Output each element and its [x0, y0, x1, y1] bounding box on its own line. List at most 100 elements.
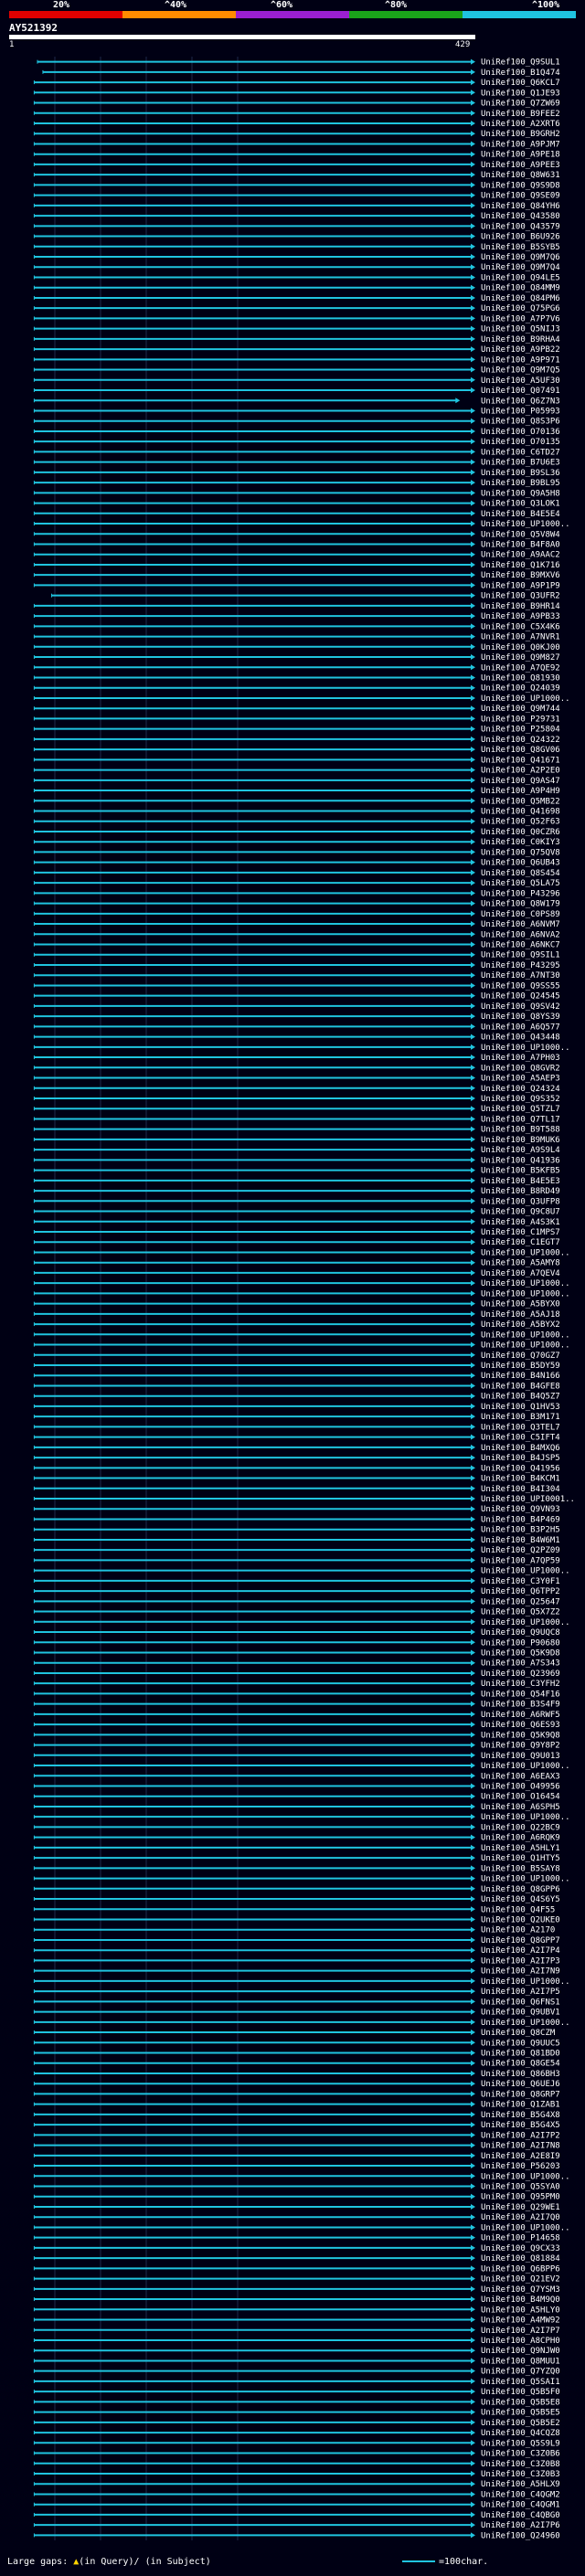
hit-label[interactable]: UniRef100_Q7YZQ0 — [481, 2368, 560, 2377]
hit-row-222[interactable]: UniRef100_A8CPH0 — [33, 2337, 560, 2346]
hit-row-106[interactable]: UniRef100_A9S9L4 — [33, 1146, 560, 1155]
hit-label[interactable]: UniRef100_Q43448 — [481, 1034, 560, 1043]
hit-label[interactable]: UniRef100_C3YFH2 — [481, 1680, 560, 1689]
hit-row-68[interactable]: UniRef100_Q41671 — [33, 756, 560, 765]
hit-label[interactable]: UniRef100_A9PJM7 — [481, 140, 560, 149]
hit-row-127[interactable]: UniRef100_B5DY59 — [33, 1362, 560, 1371]
hit-row-189[interactable]: UniRef100_Q6FNS1 — [33, 1998, 560, 2007]
hit-label[interactable]: UniRef100_Q9CX33 — [481, 2244, 560, 2253]
hit-row-22[interactable]: UniRef100_Q84MM9 — [33, 284, 560, 293]
hit-row-78[interactable]: UniRef100_Q6UB43 — [33, 859, 560, 868]
hit-label[interactable]: UniRef100_Q2PZ09 — [481, 1546, 560, 1555]
hit-label[interactable]: UniRef100_A7QEV4 — [481, 1269, 560, 1278]
hit-row-159[interactable]: UniRef100_Q54F16 — [33, 1690, 560, 1699]
hit-label[interactable]: UniRef100_A9P4H9 — [481, 787, 560, 796]
hit-label[interactable]: UniRef100_Q8W179 — [481, 900, 560, 909]
hit-row-109[interactable]: UniRef100_B4E5E3 — [33, 1177, 560, 1186]
hit-label[interactable]: UniRef100_Q5K9D8 — [481, 1648, 560, 1658]
hit-row-197[interactable]: UniRef100_Q6UEJ6 — [33, 2080, 560, 2089]
hit-label[interactable]: UniRef100_Q95PM0 — [481, 2193, 560, 2202]
hit-label[interactable]: UniRef100_Q41698 — [481, 808, 560, 817]
hit-row-111[interactable]: UniRef100_Q3UFP8 — [33, 1197, 560, 1206]
hit-row-235[interactable]: UniRef100_C3Z0B3 — [33, 2470, 560, 2479]
hit-label[interactable]: UniRef100_A9P1P9 — [481, 581, 560, 590]
hit-row-149[interactable]: UniRef100_Q6TPP2 — [33, 1587, 560, 1596]
hit-row-240[interactable]: UniRef100_A2I7P6 — [33, 2521, 560, 2530]
hit-row-125[interactable]: UniRef100_UP1000.. — [33, 1341, 570, 1351]
hit-row-201[interactable]: UniRef100_B5G4X5 — [33, 2121, 560, 2130]
hit-row-114[interactable]: UniRef100_C1MPS7 — [33, 1228, 560, 1237]
hit-row-120[interactable]: UniRef100_UP1000.. — [33, 1289, 570, 1299]
hit-label[interactable]: UniRef100_A7PH03 — [481, 1054, 560, 1063]
hit-label[interactable]: UniRef100_Q41936 — [481, 1156, 560, 1165]
hit-label[interactable]: UniRef100_Q9M7Q6 — [481, 253, 560, 262]
hit-row-195[interactable]: UniRef100_Q8GE54 — [33, 2060, 560, 2069]
hit-row-116[interactable]: UniRef100_UP1000.. — [33, 1248, 570, 1257]
hit-row-108[interactable]: UniRef100_B5KFB5 — [33, 1167, 560, 1176]
hit-label[interactable]: UniRef100_A9S9L4 — [481, 1146, 560, 1155]
hit-row-219[interactable]: UniRef100_A5HLY0 — [33, 2306, 560, 2315]
hit-label[interactable]: UniRef100_A6NVM7 — [481, 920, 560, 929]
hit-row-188[interactable]: UniRef100_A2I7P5 — [33, 1988, 560, 1997]
hit-row-209[interactable]: UniRef100_Q29WE1 — [33, 2203, 560, 2212]
hit-label[interactable]: UniRef100_Q0CZR6 — [481, 828, 560, 837]
hit-label[interactable]: UniRef100_Q9M7Q5 — [481, 366, 560, 376]
hit-row-172[interactable]: UniRef100_Q22BC9 — [33, 1823, 560, 1832]
hit-row-41[interactable]: UniRef100_B9BL95 — [33, 479, 560, 488]
hit-row-157[interactable]: UniRef100_Q23969 — [33, 1670, 560, 1679]
hit-label[interactable]: UniRef100_A7QP59 — [481, 1556, 560, 1565]
hit-label[interactable]: UniRef100_C3Z0B3 — [481, 2470, 560, 2479]
hit-row-84[interactable]: UniRef100_A6NVM7 — [33, 920, 560, 929]
hit-row-179[interactable]: UniRef100_Q4S6Y5 — [33, 1895, 560, 1904]
hit-row-229[interactable]: UniRef100_Q5B5E5 — [33, 2409, 560, 2418]
hit-row-96[interactable]: UniRef100_UP1000.. — [33, 1044, 570, 1053]
hit-label[interactable]: UniRef100_A9PB22 — [481, 345, 560, 355]
hit-row-180[interactable]: UniRef100_Q4F55 — [33, 1905, 555, 1914]
hit-label[interactable]: UniRef100_A5AMY8 — [481, 1259, 560, 1268]
hit-row-177[interactable]: UniRef100_UP1000.. — [33, 1875, 570, 1884]
hit-label[interactable]: UniRef100_UP1000.. — [481, 1567, 570, 1576]
hit-label[interactable]: UniRef100_Q41956 — [481, 1464, 560, 1473]
hit-label[interactable]: UniRef100_B9T588 — [481, 1126, 560, 1135]
hit-label[interactable]: UniRef100_Q6TPP2 — [481, 1587, 560, 1596]
hit-label[interactable]: UniRef100_A5HLY1 — [481, 1844, 560, 1853]
hit-label[interactable]: UniRef100_Q1JE93 — [481, 89, 560, 98]
hit-row-31[interactable]: UniRef100_A5UF30 — [33, 376, 560, 386]
hit-row-119[interactable]: UniRef100_UP1000.. — [33, 1279, 570, 1288]
hit-row-37[interactable]: UniRef100_O70135 — [33, 438, 560, 447]
hit-label[interactable]: UniRef100_A2P2E0 — [481, 767, 560, 776]
hit-label[interactable]: UniRef100_Q3LOK1 — [481, 500, 560, 509]
hit-row-161[interactable]: UniRef100_A6RWF5 — [33, 1711, 560, 1720]
hit-label[interactable]: UniRef100_Q9NJW0 — [481, 2347, 560, 2356]
hit-row-62[interactable]: UniRef100_UP1000.. — [33, 694, 570, 704]
hit-row-21[interactable]: UniRef100_Q94LE5 — [33, 273, 560, 282]
hit-label[interactable]: UniRef100_A4S3K1 — [481, 1218, 560, 1227]
hit-label[interactable]: UniRef100_Q5SYA0 — [481, 2183, 560, 2192]
hit-row-98[interactable]: UniRef100_Q8GVR2 — [33, 1064, 560, 1073]
hit-row-87[interactable]: UniRef100_Q9SIL1 — [33, 951, 560, 960]
hit-label[interactable]: UniRef100_Q6FNS1 — [481, 1998, 560, 2007]
hit-row-212[interactable]: UniRef100_P14658 — [33, 2234, 560, 2243]
hit-label[interactable]: UniRef100_Q8GRP7 — [481, 2090, 560, 2099]
hit-row-153[interactable]: UniRef100_Q9UQC8 — [33, 1628, 560, 1638]
hit-label[interactable]: UniRef100_UP1000.. — [481, 2172, 570, 2181]
hit-label[interactable]: UniRef100_Q8GVR2 — [481, 1064, 560, 1073]
hit-label[interactable]: UniRef100_Q5LA75 — [481, 879, 560, 888]
hit-row-173[interactable]: UniRef100_A6RQK9 — [33, 1834, 560, 1843]
hit-label[interactable]: UniRef100_Q84YH6 — [481, 202, 560, 211]
hit-label[interactable]: UniRef100_O49956 — [481, 1782, 560, 1791]
hit-label[interactable]: UniRef100_Q43579 — [481, 222, 560, 231]
hit-label[interactable]: UniRef100_Q8GPP7 — [481, 1936, 560, 1945]
hit-row-169[interactable]: UniRef100_O16454 — [33, 1793, 560, 1802]
hit-label[interactable]: UniRef100_P56203 — [481, 2162, 560, 2171]
hit-row-75[interactable]: UniRef100_Q0CZR6 — [33, 828, 560, 837]
hit-label[interactable]: UniRef100_Q3UFR2 — [481, 592, 560, 601]
hit-row-15[interactable]: UniRef100_Q43580 — [33, 212, 560, 221]
hit-row-202[interactable]: UniRef100_A2I7P2 — [33, 2131, 560, 2140]
hit-row-76[interactable]: UniRef100_C0KIY3 — [33, 838, 560, 847]
hit-label[interactable]: UniRef100_C1EGT7 — [481, 1238, 560, 1247]
hit-label[interactable]: UniRef100_UP1000.. — [481, 1044, 570, 1053]
hit-label[interactable]: UniRef100_A5HLX9 — [481, 2480, 560, 2489]
hit-row-138[interactable]: UniRef100_B4KCM1 — [33, 1475, 560, 1484]
hit-label[interactable]: UniRef100_Q8GV06 — [481, 746, 560, 755]
